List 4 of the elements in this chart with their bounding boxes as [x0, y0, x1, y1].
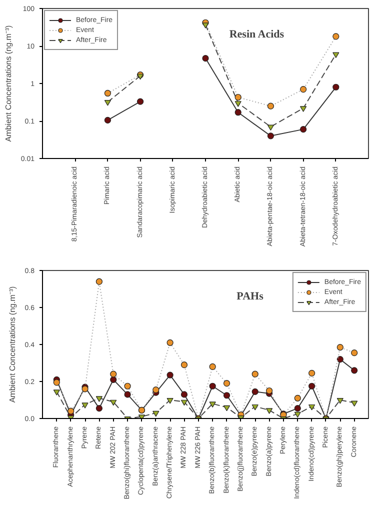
y-axis-title: Ambient Concentrations (ng.m⁻³)	[8, 286, 17, 403]
y-axis-title: Ambient Concentrations (ng.m⁻³)	[4, 24, 13, 142]
text: PAHs	[236, 290, 264, 302]
text: Resin Acids	[229, 28, 285, 40]
